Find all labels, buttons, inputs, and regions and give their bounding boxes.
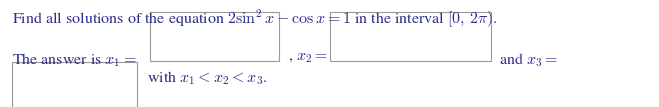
FancyBboxPatch shape [150, 12, 279, 61]
Text: with $x_1 < x_2 < x_3$.: with $x_1 < x_2 < x_3$. [147, 69, 268, 87]
Text: and $x_3 =$: and $x_3 =$ [499, 51, 558, 69]
Text: , $x_2 =$: , $x_2 =$ [288, 51, 328, 65]
Text: Find all solutions of the equation $2\sin^2 x - \cos x = 1$ in the interval $[0,: Find all solutions of the equation $2\si… [12, 7, 497, 30]
Text: The answer is $x_1 =$: The answer is $x_1 =$ [12, 51, 137, 69]
FancyBboxPatch shape [330, 12, 491, 61]
FancyBboxPatch shape [12, 62, 137, 107]
